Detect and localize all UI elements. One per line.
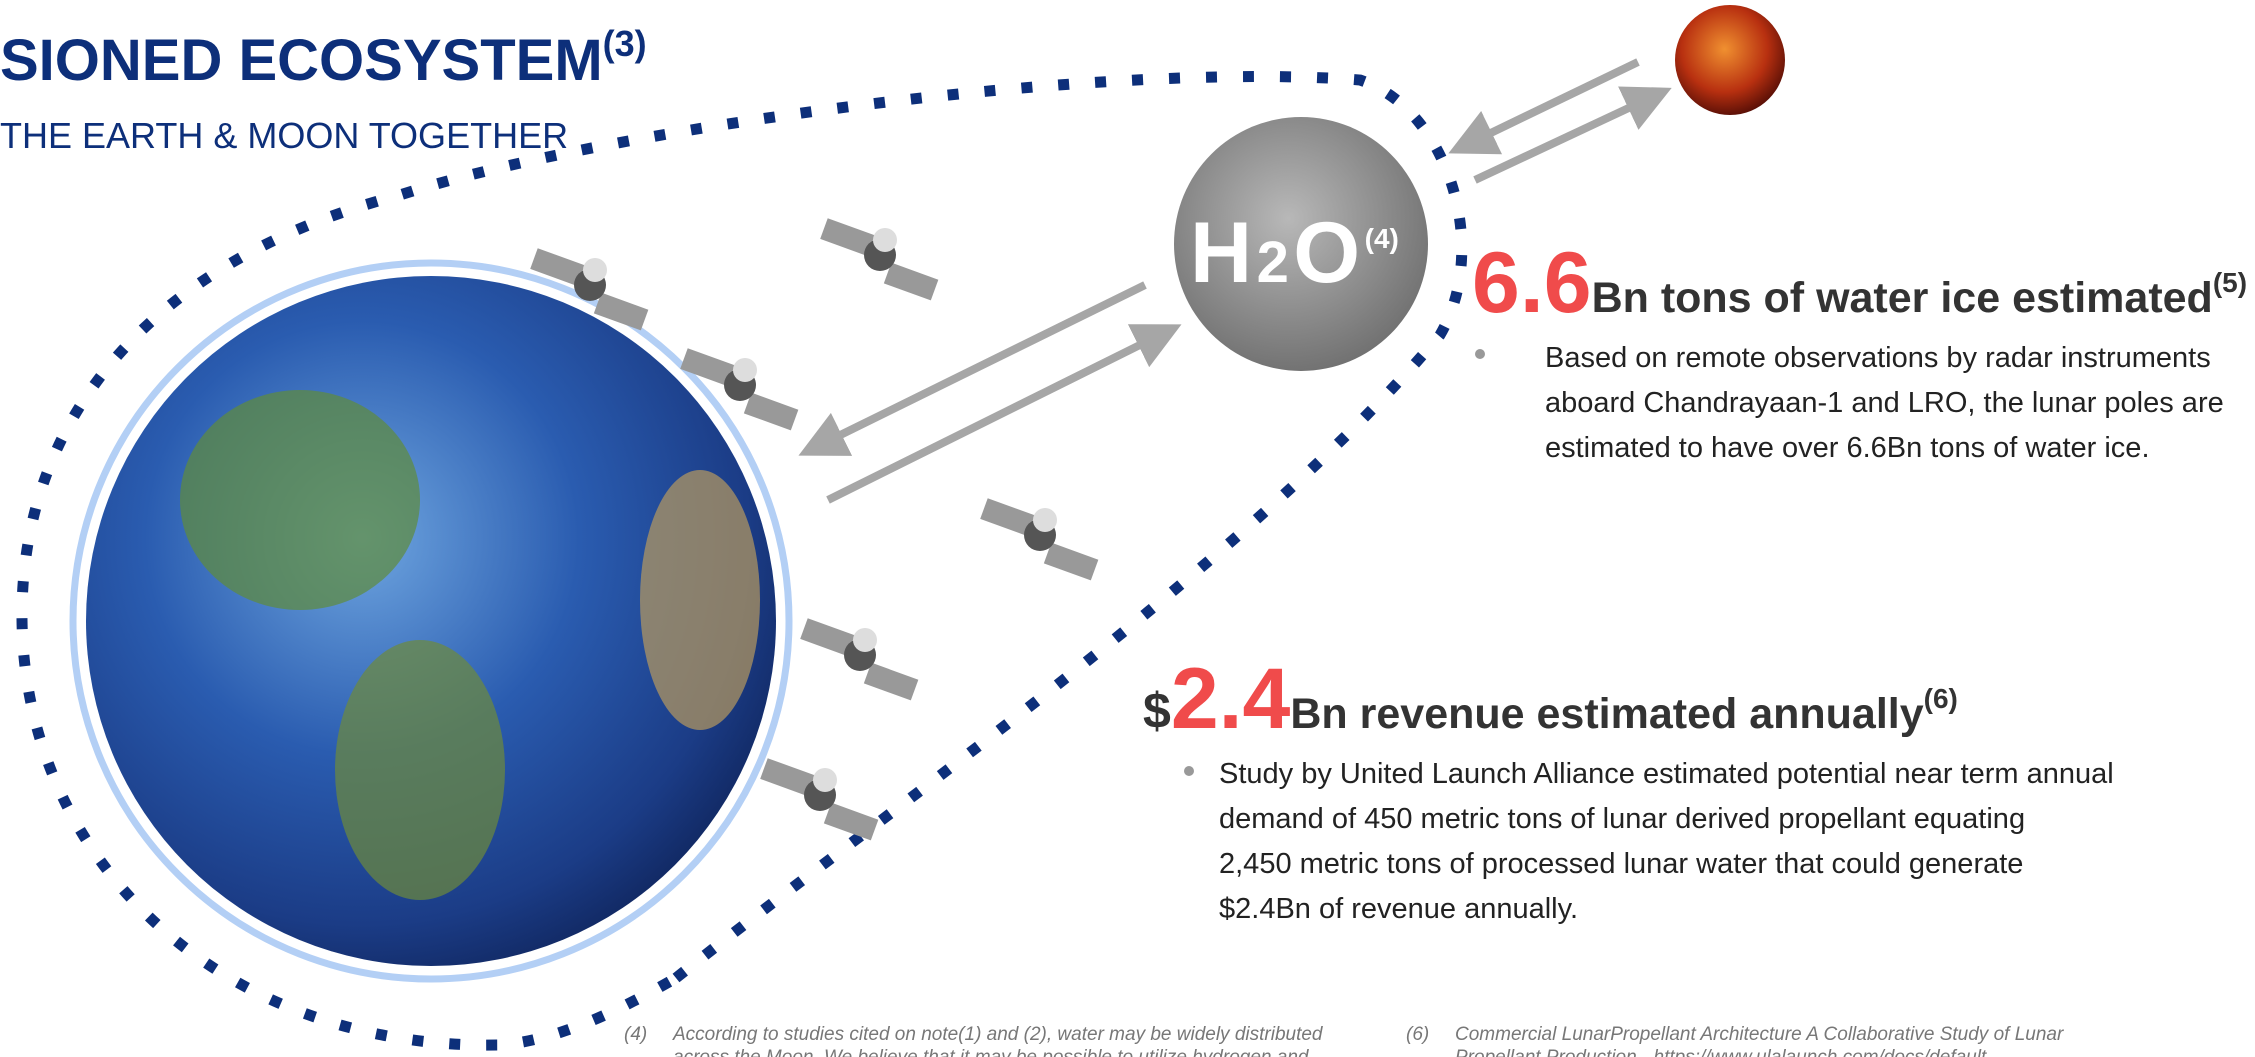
footnote-line: Commercial LunarPropellant Architecture …: [1455, 1024, 2064, 1045]
footnote-line: Propellant Production - https://www.ulal…: [1455, 1047, 1993, 1057]
title-text: SIONED ECOSYSTEM: [0, 28, 603, 93]
stat-number: 6.6: [1472, 235, 1592, 331]
bullet-line: Based on remote observations by radar in…: [1545, 342, 2211, 374]
land: [640, 470, 760, 730]
stat-note: (6): [1924, 683, 1958, 714]
stat-heading: 6.6Bn tons of water ice estimated(5): [1472, 235, 2247, 331]
arrow: [798, 281, 1147, 456]
footnote-mark: (6): [1406, 1024, 1429, 1045]
o: O: [1293, 205, 1360, 301]
arrow: [826, 324, 1182, 504]
orbit: [16, 71, 1468, 1051]
satellite: [820, 218, 939, 301]
stat-text: Bn revenue estimated annually: [1290, 690, 1923, 738]
arrow: [1473, 86, 1672, 184]
bullet: [1475, 349, 1485, 359]
title: SIONED ECOSYSTEM(3): [0, 23, 647, 93]
stat-prefix: $: [1143, 683, 1171, 739]
two: 2: [1257, 230, 1289, 295]
stat-heading: $2.4Bn revenue estimated annually(6): [1143, 651, 1958, 747]
footnote-mark: (4): [624, 1024, 647, 1045]
title-note: (3): [603, 23, 647, 64]
land: [180, 390, 420, 610]
bullet: [1184, 766, 1194, 776]
satellite: [760, 758, 879, 841]
note: (4): [1365, 223, 1399, 254]
bullet-line: 2,450 metric tons of processed lunar wat…: [1219, 848, 2023, 880]
stat-number: 2.4: [1171, 651, 1291, 747]
mars: [1675, 5, 1785, 115]
bullet-line: aboard Chandrayaan-1 and LRO, the lunar …: [1545, 387, 2224, 419]
satellite: [800, 618, 919, 701]
earth-ring: [69, 259, 793, 983]
bullet-line: demand of 450 metric tons of lunar deriv…: [1219, 803, 2025, 835]
satellite: [980, 498, 1099, 581]
footnote-line: According to studies cited on note(1) an…: [672, 1024, 1324, 1045]
stat-text: Bn tons of water ice estimated: [1592, 274, 2213, 322]
bullet-line: estimated to have over 6.6Bn tons of wat…: [1545, 432, 2150, 464]
footnote-line: across the Moon. We believe that it may …: [673, 1047, 1310, 1057]
land: [335, 640, 505, 900]
moon: [1174, 117, 1428, 371]
moon-label: H 2 O (4): [1190, 205, 1399, 301]
bullet-line: $2.4Bn of revenue annually.: [1219, 893, 1578, 925]
h: H: [1190, 205, 1252, 301]
stat-note: (5): [2213, 267, 2247, 298]
subtitle: THE EARTH & MOON TOGETHER: [0, 115, 568, 156]
arrow: [1448, 58, 1640, 155]
bullet-line: Study by United Launch Alliance estimate…: [1219, 758, 2114, 790]
